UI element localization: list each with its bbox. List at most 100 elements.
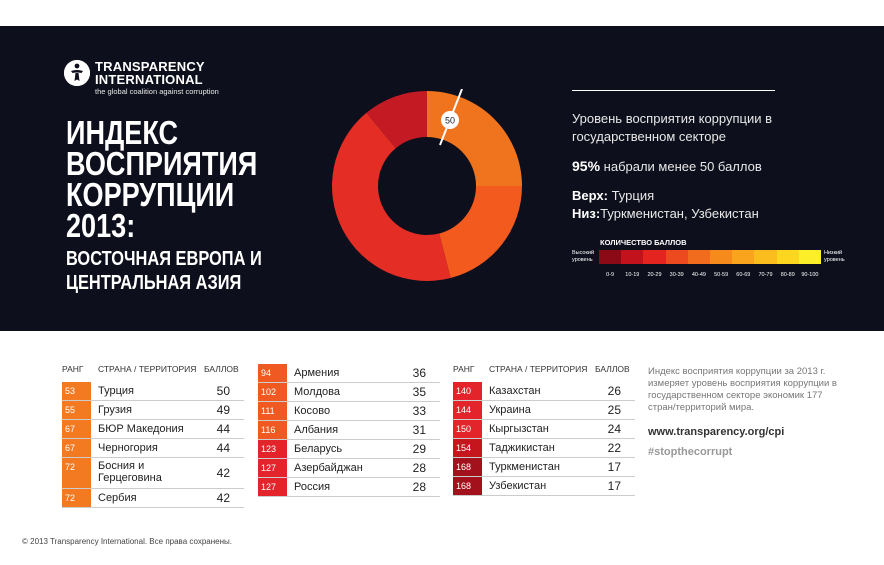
score-value: 31 [412,423,426,437]
score-value: 50 [216,384,230,398]
bottom-value: Туркменистан, Узбекистан [600,206,759,221]
scale-swatch-6 [710,250,733,264]
table-row: 94 Армения 36 [258,364,440,382]
table-row: 127 Россия 28 [258,478,440,496]
score-value: 25 [607,403,621,417]
country-name: Украина [489,404,531,416]
country-name: Турция [98,385,134,397]
rank-badge: 72 [62,489,91,507]
row-divider [453,419,635,420]
table-row: 127 Азербайджан 28 [258,459,440,477]
scale-range-label: 30-39 [669,272,684,278]
table-row: 111 Косово 33 [258,402,440,420]
country-name: Туркменистан [489,461,560,473]
page-title: ИНДЕКС ВОСПРИЯТИЯ КОРРУПЦИИ 2013: ВОСТОЧ… [66,116,271,295]
rank-badge: 154 [453,439,482,457]
country-name: Азербайджан [294,462,363,474]
scale-range-label: 0-9 [606,272,615,278]
scale-swatch-9 [776,250,799,264]
donut-segment-4 [366,91,427,149]
info-top: Верх: Турция [572,188,654,203]
country-name: Беларусь [294,443,343,455]
rank-badge: 102 [258,383,287,401]
score-value: 44 [216,422,230,436]
subtitle-line2: ЦЕНТРАЛЬНАЯ АЗИЯ [66,272,242,294]
ti-logo-icon [64,60,90,86]
scale-high-1: Высокий [572,250,595,256]
scale-range-label: 10-19 [625,272,640,278]
table-row: 67 Черногория 44 [62,439,244,457]
title-line2: ВОСПРИЯТИЯ [66,145,258,182]
side-description: Индекс восприятия коррупции за 2013 г. и… [648,366,837,413]
table-row: 72 Босния и Герцеговина 42 [62,458,244,488]
table-row: 55 Грузия 49 [62,401,244,419]
row-divider [62,419,244,420]
score-value: 35 [412,385,426,399]
rank-badge: 168 [453,477,482,495]
bottom-label: Низ: [572,206,601,221]
header-country: СТРАНА / ТЕРРИТОРИЯ [98,364,197,374]
country-name: Армения [294,367,340,379]
country-name: Узбекистан [489,480,547,492]
rank-badge: 72 [62,458,91,488]
row-divider [258,420,440,421]
header-country: СТРАНА / ТЕРРИТОРИЯ [489,364,588,374]
table-row: 144 Украина 25 [453,401,635,419]
title-line4: 2013: [66,207,136,244]
scale-range-label: 80-89 [780,272,795,278]
brand-tagline: the global coalition against corruption [95,87,219,96]
score-value: 29 [412,442,426,456]
score-value: 17 [607,460,621,474]
donut-chart: 50 [332,89,522,281]
header-score: БАЛЛОВ [204,364,239,374]
stat-value: 95% [572,158,601,174]
rank-badge: 94 [258,364,287,382]
hashtag[interactable]: #stopthecorrupt [648,446,733,458]
donut-marker-label: 50 [445,116,455,126]
rank-badge: 55 [62,401,91,419]
cpi-link[interactable]: www.transparency.org/cpi [648,426,785,438]
scale-low-1: Низкий [824,250,843,256]
score-value: 44 [216,441,230,455]
score-value: 49 [216,403,230,417]
table-row: 168 Туркменистан 17 [453,458,635,476]
table-row: 53 Турция 50 [62,382,244,400]
score-value: 26 [607,384,621,398]
scale-swatch-2 [621,250,644,264]
scale-swatch-3 [643,250,666,264]
row-divider [258,439,440,440]
scale-swatch-4 [665,250,688,264]
table-row: 150 Кыргызстан 24 [453,420,635,438]
country-name: Черногория [98,442,158,454]
country-name: Косово [294,405,331,417]
rank-badge: 123 [258,440,287,458]
donut-segment-1 [427,91,522,186]
brand-name-line2: INTERNATIONAL [95,72,203,87]
score-value: 24 [607,422,621,436]
brand-name: TRANSPARENCY INTERNATIONAL [95,60,205,86]
scale-high-2: уровень [572,257,593,263]
table-row: 116 Албания 31 [258,421,440,439]
rank-badge: 127 [258,478,287,496]
scale-range-label: 40-49 [691,272,706,278]
donut-segment-3 [332,112,451,281]
country-name: Сербия [98,492,137,504]
score-value: 33 [412,404,426,418]
country-name: Грузия [98,404,132,416]
score-value: 28 [412,480,426,494]
table-row: 67 БЮР Македония 44 [62,420,244,438]
country-name: БЮР Македония [98,423,184,435]
score-value: 28 [412,461,426,475]
scale-range-label: 70-79 [758,272,773,278]
stat-text: набрали менее 50 баллов [603,159,762,174]
rank-badge: 53 [62,382,91,400]
donut-marker-badge [441,111,459,129]
row-divider [453,495,635,496]
country-name: Кыргызстан [489,423,549,435]
brand-name-line1: TRANSPARENCY [95,59,205,74]
country-name: Таджикистан [489,442,555,454]
rank-badge: 67 [62,439,91,457]
scale-title: КОЛИЧЕСТВО БАЛЛОВ [600,238,687,247]
row-divider [62,488,244,489]
top-value: Турция [611,188,655,203]
